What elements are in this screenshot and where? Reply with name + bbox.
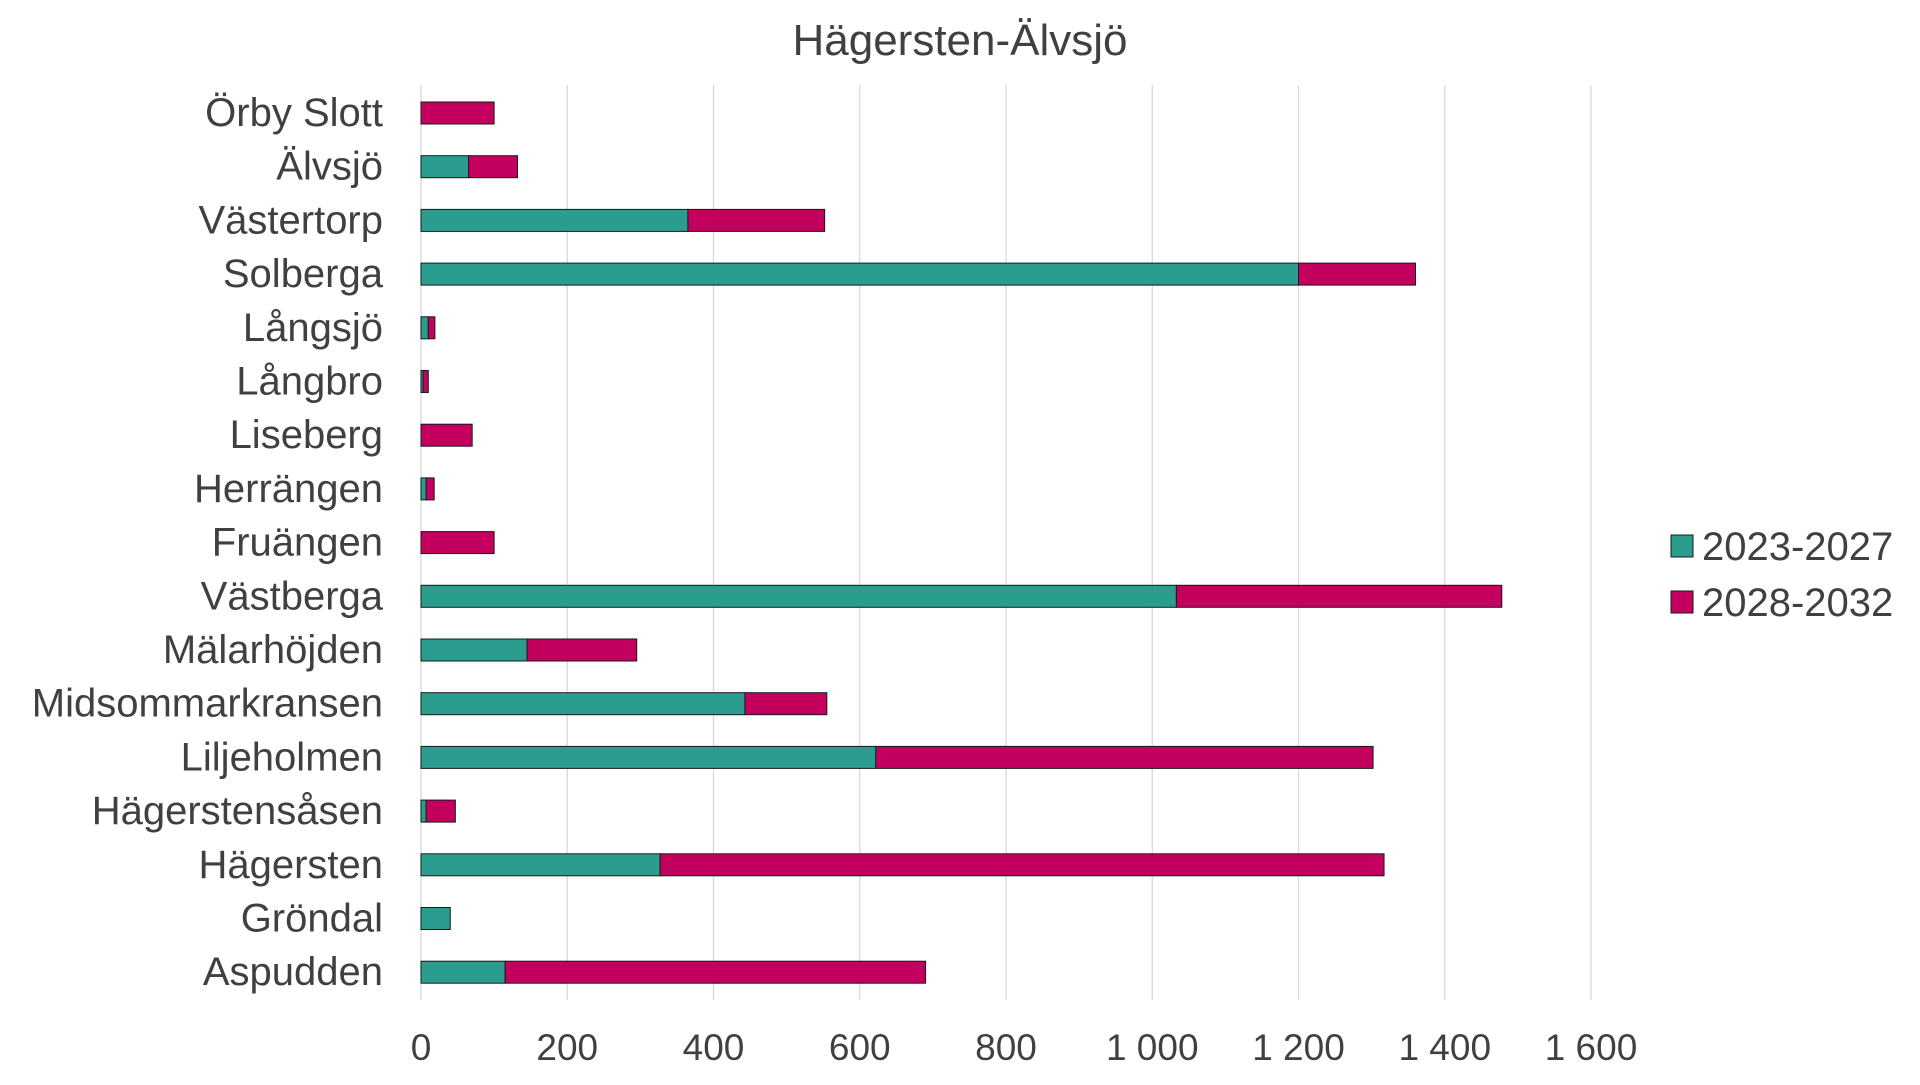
bar-series-2 bbox=[425, 477, 435, 501]
bar-series-1 bbox=[420, 638, 528, 662]
bar-series-1 bbox=[420, 155, 470, 179]
y-category-label: Aspudden bbox=[203, 950, 383, 994]
bar-series-2 bbox=[504, 960, 927, 984]
x-tick-label: 600 bbox=[829, 1027, 891, 1068]
y-category-label: Liljeholmen bbox=[181, 735, 383, 779]
bar-series-1 bbox=[420, 960, 506, 984]
bar-series-2 bbox=[425, 799, 456, 823]
bar-series-1 bbox=[420, 907, 451, 930]
y-category-label: Mälarhöjden bbox=[163, 628, 383, 672]
y-category-label: Liseberg bbox=[230, 413, 383, 457]
bars bbox=[420, 101, 1503, 984]
chart-title: Hägersten-Älvsjö bbox=[792, 16, 1127, 65]
bar-series-1 bbox=[420, 477, 427, 501]
legend-label: 2028-2032 bbox=[1702, 581, 1893, 625]
y-category-label: Hägersten bbox=[198, 843, 383, 887]
x-tick-label: 800 bbox=[975, 1027, 1037, 1068]
bar-series-1 bbox=[420, 745, 877, 769]
y-category-label: Hägerstensåsen bbox=[92, 789, 383, 833]
y-category-label: Fruängen bbox=[212, 521, 383, 565]
bar-series-2 bbox=[420, 423, 473, 447]
bar-series-2 bbox=[526, 638, 638, 662]
bar-series-2 bbox=[420, 101, 495, 125]
bar-series-2 bbox=[875, 745, 1374, 769]
y-category-label: Midsommarkransen bbox=[32, 682, 383, 726]
y-category-label: Solberga bbox=[223, 252, 384, 296]
legend: 2023-2027 2028-2032 bbox=[1670, 525, 1893, 625]
bar-series-2 bbox=[1175, 584, 1503, 608]
legend-label: 2023-2027 bbox=[1702, 525, 1893, 569]
x-tick-label: 0 bbox=[411, 1027, 432, 1068]
y-category-label: Gröndal bbox=[241, 897, 383, 941]
bar-series-1 bbox=[420, 853, 661, 877]
bar-series-2 bbox=[1298, 262, 1416, 286]
bar-series-1 bbox=[420, 208, 689, 232]
x-tick-label: 1 600 bbox=[1545, 1027, 1638, 1068]
y-category-label: Älvsjö bbox=[276, 145, 383, 189]
bar-series-2 bbox=[744, 692, 828, 716]
y-category-label: Västberga bbox=[201, 574, 384, 618]
bar-series-2 bbox=[687, 208, 826, 232]
y-category-label: Herrängen bbox=[194, 467, 383, 511]
bar-series-1 bbox=[420, 799, 427, 823]
x-tick-label: 1 000 bbox=[1106, 1027, 1199, 1068]
x-tick-label: 400 bbox=[683, 1027, 745, 1068]
x-tick-label: 200 bbox=[536, 1027, 598, 1068]
y-category-label: Långbro bbox=[236, 360, 383, 404]
y-axis-categories: Örby Slott Älvsjö Västertorp Solberga Långsj… bbox=[32, 91, 384, 994]
bar-series-1 bbox=[420, 262, 1299, 286]
bar-series-2 bbox=[420, 531, 495, 555]
x-tick-label: 1 200 bbox=[1252, 1027, 1345, 1068]
legend-swatch bbox=[1670, 534, 1694, 558]
bar-series-2 bbox=[422, 370, 429, 393]
legend-swatch bbox=[1670, 590, 1694, 614]
x-axis-ticks: 0 200 400 600 800 1 000 1 200 1 400 1 600 bbox=[411, 1027, 1638, 1068]
bar-series-2 bbox=[427, 316, 436, 340]
y-category-label: Långsjö bbox=[243, 306, 383, 350]
bar-series-1 bbox=[420, 316, 429, 340]
bar-series-2 bbox=[659, 853, 1385, 877]
bar-series-2 bbox=[468, 155, 519, 179]
y-category-label: Örby Slott bbox=[205, 91, 383, 135]
x-tick-label: 1 400 bbox=[1398, 1027, 1491, 1068]
bar-series-1 bbox=[420, 692, 746, 716]
y-category-label: Västertorp bbox=[198, 198, 383, 242]
bar-series-1 bbox=[420, 584, 1177, 608]
